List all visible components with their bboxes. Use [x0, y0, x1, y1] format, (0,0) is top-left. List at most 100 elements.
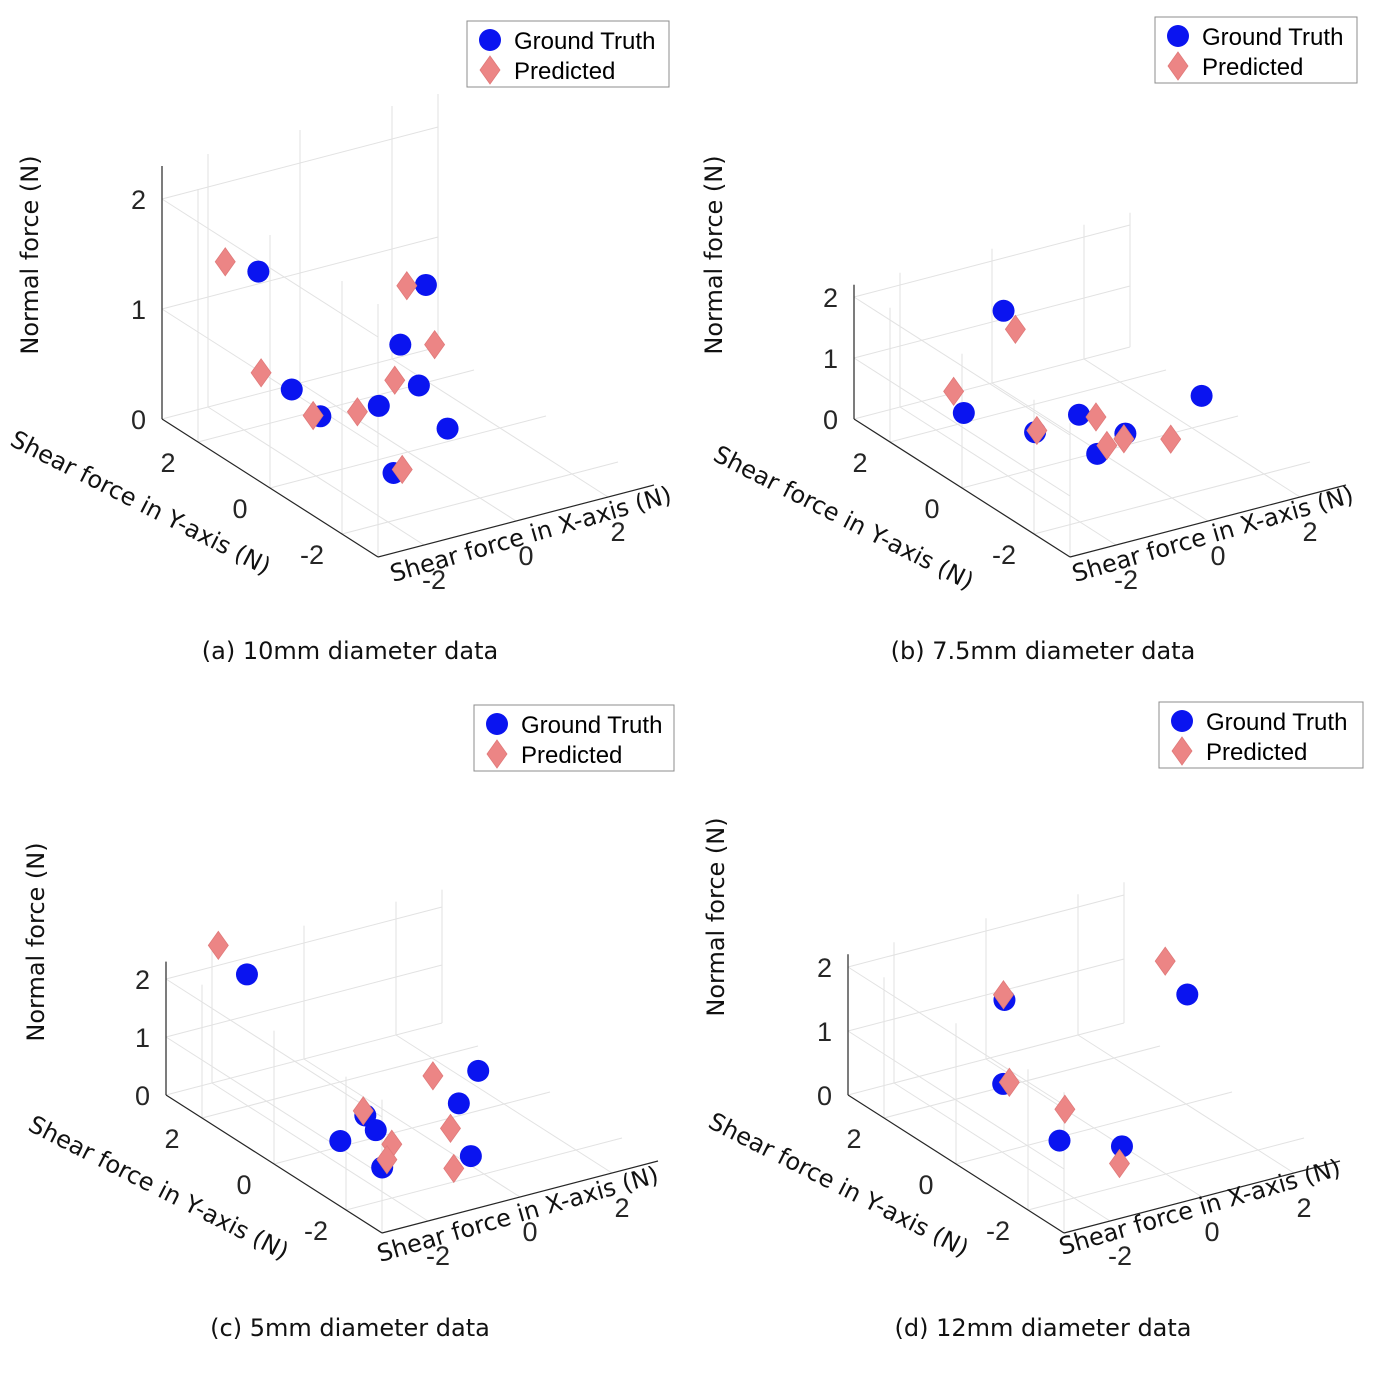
x-tick-label: 0 [1210, 541, 1225, 571]
ground-truth-point [459, 1145, 482, 1168]
data-points [214, 247, 459, 485]
grid-line [395, 1034, 613, 1174]
legend: Ground Truth Predicted [1154, 16, 1358, 84]
ground-truth-point [467, 1059, 490, 1082]
z-tick-label: 1 [823, 344, 838, 374]
grid-line [1077, 1034, 1295, 1174]
grid-line [847, 894, 1125, 968]
legend-ground-truth-label: Ground Truth [1206, 709, 1347, 736]
data-points [207, 930, 490, 1184]
grid-line [161, 126, 439, 200]
predicted-point [943, 376, 965, 407]
z-tick-label: 0 [135, 1081, 150, 1111]
ground-truth-point [1110, 1135, 1133, 1158]
axes [853, 284, 1347, 558]
axes [847, 954, 1341, 1234]
z-tick-label: 1 [135, 1023, 150, 1053]
panel-caption: (d) 12mm diameter data [895, 1314, 1192, 1342]
x-tick-label: -2 [1108, 1241, 1132, 1271]
predicted-point [1004, 314, 1026, 344]
predicted-point [439, 1113, 461, 1144]
legend-ground-truth-marker [486, 713, 508, 735]
y-axis-line [161, 418, 379, 558]
z-tick-label: 0 [131, 405, 146, 435]
x-axis-line [1063, 1160, 1341, 1234]
predicted-point [396, 271, 418, 301]
legend-predicted-label: Predicted [1206, 739, 1307, 766]
ground-truth-point [436, 417, 459, 440]
grid-line [847, 1030, 1065, 1170]
predicted-point [302, 400, 324, 431]
legend: Ground Truth Predicted [1158, 701, 1364, 769]
z-tick-label: 2 [817, 953, 832, 983]
grid-line [883, 1045, 1161, 1119]
ground-truth-point [447, 1092, 470, 1115]
legend: Ground Truth Predicted [466, 20, 670, 88]
y-tick-label: -2 [986, 1216, 1010, 1246]
predicted-point [384, 365, 406, 395]
y-tick-label: 0 [918, 1170, 933, 1200]
y-axis-line [853, 418, 1071, 558]
grid-line [165, 906, 443, 980]
legend-predicted-marker [1167, 51, 1189, 81]
legend-predicted-marker [479, 55, 501, 85]
grid-line [161, 236, 439, 310]
grid-line [161, 198, 379, 338]
predicted-point [391, 454, 413, 485]
ground-truth-point [414, 273, 437, 296]
grid-line [165, 1036, 383, 1176]
ground-truth-point [364, 1119, 387, 1142]
z-axis-label: Normal force (N) [16, 155, 44, 354]
ground-truth-point [407, 374, 430, 397]
y-tick-label: 0 [236, 1170, 251, 1200]
z-tick-label: 0 [817, 1081, 832, 1111]
grid [853, 212, 1311, 558]
x-axis-label: Shear force in X-axis (N) [387, 481, 675, 588]
y-tick-label: 0 [232, 494, 247, 524]
panel-caption: (a) 10mm diameter data [202, 637, 498, 665]
y-tick-label: 2 [852, 448, 867, 478]
x-axis-line [381, 1160, 659, 1234]
x-tick-label: -2 [426, 1241, 450, 1271]
ground-truth-point [1190, 384, 1213, 407]
ground-truth-point [1176, 983, 1199, 1006]
x-axis-line [1069, 484, 1347, 558]
legend-box [473, 704, 675, 772]
grid-line [197, 369, 475, 443]
x-tick-label: 2 [1302, 517, 1317, 547]
panel-caption: (c) 5mm diameter data [210, 1314, 490, 1342]
ground-truth-point [367, 394, 390, 417]
ground-truth-point [1068, 403, 1090, 426]
z-axis-label: Normal force (N) [700, 155, 728, 354]
grid-line [847, 966, 1065, 1106]
predicted-point [214, 247, 236, 277]
grid-line [955, 1091, 1233, 1165]
grid [161, 94, 619, 558]
predicted-point [1160, 424, 1182, 454]
predicted-point [1085, 402, 1107, 432]
y-tick-label: 2 [160, 448, 175, 478]
predicted-point [1096, 430, 1118, 461]
y-axis-line [165, 1094, 383, 1234]
legend-predicted-marker [1171, 736, 1193, 766]
x-tick-label: 2 [610, 517, 625, 547]
x-tick-label: 0 [522, 1217, 537, 1247]
predicted-point [207, 930, 229, 961]
panel-caption: (b) 7.5mm diameter data [891, 637, 1196, 665]
grid-line [853, 285, 1131, 359]
legend-ground-truth-marker [1171, 710, 1193, 732]
ground-truth-point [992, 299, 1015, 322]
y-axis-label: Shear force in Y-axis (N) [24, 1110, 293, 1266]
legend-box [1154, 16, 1358, 84]
z-axis-label: Normal force (N) [702, 817, 730, 1016]
predicted-point [1026, 415, 1048, 446]
grid-line [847, 958, 1125, 1032]
legend-predicted-label: Predicted [514, 58, 615, 85]
grid-line [853, 224, 1131, 298]
grid-line [165, 964, 443, 1038]
predicted-point [422, 1061, 444, 1091]
legend-ground-truth-label: Ground Truth [1202, 24, 1343, 51]
